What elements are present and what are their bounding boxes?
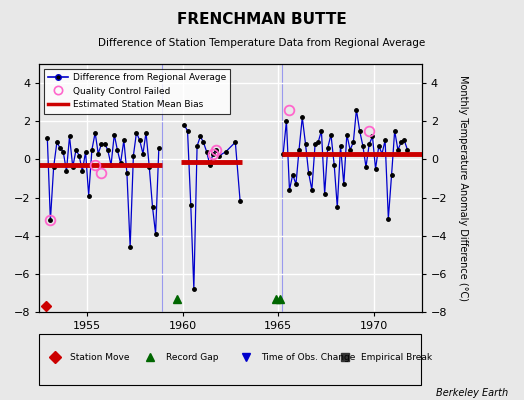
Text: FRENCHMAN BUTTE: FRENCHMAN BUTTE: [177, 12, 347, 27]
Text: Record Gap: Record Gap: [166, 353, 218, 362]
Legend: Difference from Regional Average, Quality Control Failed, Estimated Station Mean: Difference from Regional Average, Qualit…: [44, 68, 231, 114]
Text: Empirical Break: Empirical Break: [361, 353, 432, 362]
Text: Berkeley Earth: Berkeley Earth: [436, 388, 508, 398]
Y-axis label: Monthly Temperature Anomaly Difference (°C): Monthly Temperature Anomaly Difference (…: [458, 75, 468, 301]
Text: Station Move: Station Move: [70, 353, 129, 362]
Text: Difference of Station Temperature Data from Regional Average: Difference of Station Temperature Data f…: [99, 38, 425, 48]
Text: Time of Obs. Change: Time of Obs. Change: [261, 353, 356, 362]
